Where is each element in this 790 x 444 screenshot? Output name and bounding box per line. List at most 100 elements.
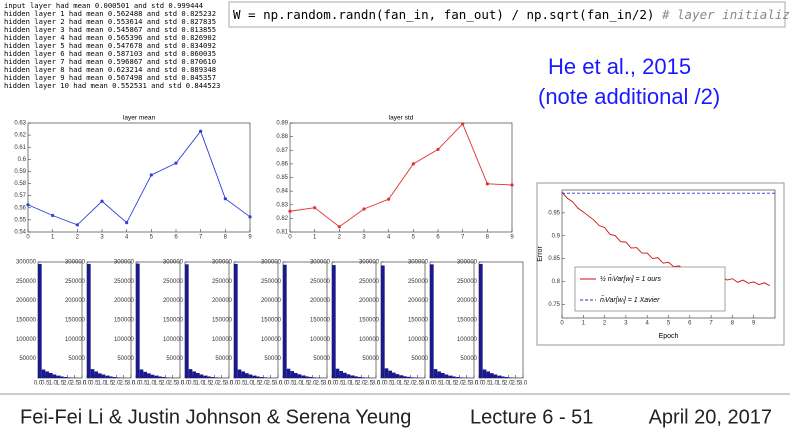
y-tick-label: 150000 (408, 318, 429, 324)
y-tick-label: 50000 (362, 356, 379, 362)
chart-title: layer mean (123, 115, 156, 122)
hist-bar (290, 371, 294, 378)
y-tick-label: 50000 (460, 356, 477, 362)
hist-bar (263, 377, 267, 378)
y-tick-label: 0.82 (276, 216, 288, 222)
hist-bar (256, 376, 260, 378)
y-tick-label: 100000 (163, 337, 184, 343)
point (199, 130, 202, 133)
hist-bar (452, 376, 456, 378)
hist-bar (434, 369, 438, 378)
y-tick-label: 50000 (19, 356, 36, 362)
y-tick-label: 0.61 (14, 145, 26, 151)
hist-bar (332, 265, 336, 378)
y-tick-label: 300000 (65, 260, 86, 266)
hist-bar (410, 377, 414, 378)
hist-bar (399, 375, 403, 378)
hist-bar (136, 264, 140, 378)
y-tick-label: 50000 (215, 356, 232, 362)
y-tick-label: 100000 (359, 337, 380, 343)
hist-bar (102, 375, 106, 378)
y-tick-label: 0.54 (14, 230, 26, 236)
y-tick-label: 250000 (261, 279, 282, 285)
y-tick-label: 0.6 (18, 157, 27, 163)
hist-bar (301, 375, 305, 378)
hist-bar (483, 369, 487, 378)
y-tick-label: 0.9 (552, 233, 561, 239)
code-comment: # layer initialization (661, 7, 790, 22)
y-tick-label: 150000 (261, 318, 282, 324)
point (412, 162, 415, 165)
y-tick-label: 0.57 (14, 193, 26, 199)
hist-bar (501, 376, 505, 378)
hist-bar (98, 373, 102, 378)
y-tick-label: 200000 (310, 298, 331, 304)
y-tick-label: 300000 (408, 260, 429, 266)
y-tick-label: 0.84 (276, 189, 288, 195)
note-title: He et al., 2015 (548, 54, 691, 79)
y-tick-label: 50000 (264, 356, 281, 362)
hist-bar (165, 377, 169, 378)
y-tick-label: 100000 (114, 337, 135, 343)
hist-bar (56, 376, 60, 378)
hist-bar (238, 369, 242, 378)
code-text: W = np.random.randn(fan_in, fan_out) / n… (233, 7, 654, 22)
y-tick-label: 50000 (117, 356, 134, 362)
y-tick-label: 200000 (261, 298, 282, 304)
point (486, 182, 489, 185)
figure-box (537, 183, 784, 345)
hist-bar (214, 377, 218, 378)
hist-bar (392, 373, 396, 378)
hist-bar (283, 265, 287, 378)
hist-bar (309, 377, 313, 378)
hist-bar (287, 369, 291, 378)
y-tick-label: 100000 (408, 337, 429, 343)
hist-bar (38, 264, 42, 378)
hist-bar (53, 375, 57, 378)
y-tick-label: 300000 (359, 260, 380, 266)
footer-authors: Fei-Fei Li & Justin Johnson & Serena Yeu… (20, 406, 411, 428)
y-tick-label: 0.55 (14, 217, 26, 223)
y-tick-label: 200000 (114, 298, 135, 304)
hist-bar (203, 376, 207, 378)
y-tick-label: 100000 (261, 337, 282, 343)
y-tick-label: 100000 (65, 337, 86, 343)
hist-bar (158, 376, 162, 378)
hist-bar (441, 373, 445, 378)
hist-bar (245, 373, 249, 378)
y-tick-label: 0.86 (276, 161, 288, 167)
hist-bar (445, 375, 449, 378)
legend-label: ½ n̂ₗVar[wₗ] = 1 ours (600, 275, 662, 283)
y-tick-label: 50000 (166, 356, 183, 362)
hist-bar (361, 377, 365, 378)
y-tick-label: 300000 (310, 260, 331, 266)
hist-bar (294, 373, 298, 378)
point (436, 148, 439, 151)
y-tick-label: 250000 (408, 279, 429, 285)
hist-bar (60, 376, 64, 378)
code: W = np.random.randn(fan_in, fan_out) / n… (233, 7, 790, 22)
hist-bar (479, 264, 483, 378)
hist-bar (113, 377, 117, 378)
hist-bar (456, 377, 460, 378)
hist-bar (459, 377, 463, 378)
y-tick-label: 0.87 (276, 148, 288, 154)
hist-bar (312, 377, 316, 378)
hist-bar (154, 376, 158, 378)
point (387, 198, 390, 201)
y-tick-label: 150000 (310, 318, 331, 324)
y-tick-label: 0.58 (14, 181, 26, 187)
legend-label: n̂ₗVar[wₗ] = 1 Xavier (600, 296, 660, 304)
hist-bar (91, 369, 95, 378)
point (313, 206, 316, 209)
hist-bar (494, 375, 498, 378)
hist-bar (200, 375, 204, 378)
point (461, 122, 464, 125)
hist-bar (105, 376, 109, 378)
y-tick-label: 100000 (16, 337, 37, 343)
y-tick-label: 50000 (313, 356, 330, 362)
hist-bar (437, 371, 441, 378)
hist-bar (403, 376, 407, 378)
hist-bar (396, 374, 400, 378)
